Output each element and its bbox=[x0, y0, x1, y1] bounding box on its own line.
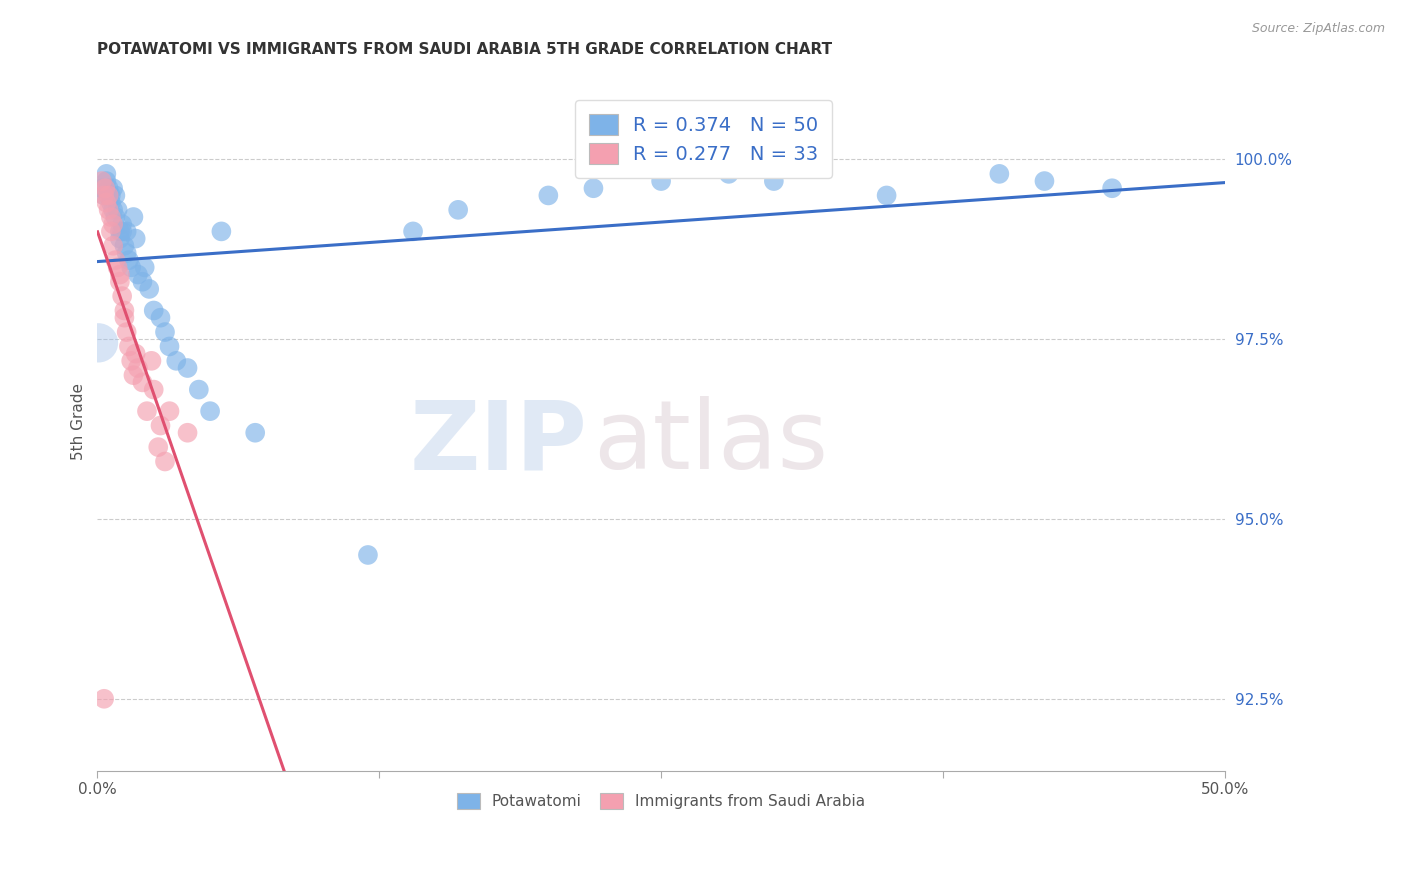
Point bbox=[100, 210, 122, 224]
Point bbox=[127, 361, 149, 376]
Point bbox=[112, 239, 135, 253]
Point bbox=[120, 260, 142, 275]
Point bbox=[650, 174, 672, 188]
Point bbox=[142, 383, 165, 397]
Point bbox=[159, 404, 181, 418]
Point bbox=[93, 188, 115, 202]
Point bbox=[122, 210, 145, 224]
Point bbox=[100, 224, 122, 238]
Point bbox=[115, 325, 138, 339]
Point bbox=[97, 188, 120, 202]
Point bbox=[1101, 181, 1123, 195]
Point bbox=[131, 376, 153, 390]
Point bbox=[107, 202, 129, 217]
Point bbox=[101, 217, 124, 231]
Point bbox=[97, 202, 120, 217]
Point bbox=[153, 325, 176, 339]
Point bbox=[97, 188, 120, 202]
Point bbox=[148, 440, 170, 454]
Point bbox=[149, 310, 172, 325]
Point bbox=[149, 418, 172, 433]
Point bbox=[122, 368, 145, 383]
Point bbox=[96, 195, 118, 210]
Point bbox=[402, 224, 425, 238]
Point bbox=[198, 404, 221, 418]
Y-axis label: 5th Grade: 5th Grade bbox=[72, 384, 86, 460]
Point bbox=[112, 303, 135, 318]
Point bbox=[107, 260, 129, 275]
Point bbox=[142, 303, 165, 318]
Point bbox=[115, 224, 138, 238]
Point bbox=[101, 181, 124, 195]
Point bbox=[159, 339, 181, 353]
Text: Source: ZipAtlas.com: Source: ZipAtlas.com bbox=[1251, 22, 1385, 36]
Point bbox=[131, 275, 153, 289]
Point bbox=[125, 346, 148, 360]
Point bbox=[245, 425, 267, 440]
Text: atlas: atlas bbox=[593, 396, 828, 490]
Point bbox=[104, 210, 127, 224]
Text: POTAWATOMI VS IMMIGRANTS FROM SAUDI ARABIA 5TH GRADE CORRELATION CHART: POTAWATOMI VS IMMIGRANTS FROM SAUDI ARAB… bbox=[97, 42, 832, 57]
Point bbox=[209, 224, 232, 238]
Point bbox=[537, 188, 560, 202]
Point bbox=[108, 224, 131, 238]
Point bbox=[111, 289, 134, 303]
Point bbox=[125, 231, 148, 245]
Point bbox=[93, 691, 115, 706]
Point bbox=[153, 454, 176, 468]
Point bbox=[100, 188, 122, 202]
Point bbox=[97, 181, 120, 195]
Point bbox=[717, 167, 740, 181]
Point bbox=[111, 224, 134, 238]
Point bbox=[187, 383, 209, 397]
Point bbox=[1033, 174, 1056, 188]
Text: ZIP: ZIP bbox=[411, 396, 588, 490]
Point bbox=[357, 548, 380, 562]
Point bbox=[165, 354, 187, 368]
Point bbox=[176, 425, 198, 440]
Point bbox=[118, 253, 141, 268]
Point bbox=[87, 335, 110, 350]
Point bbox=[108, 231, 131, 245]
Point bbox=[127, 268, 149, 282]
Point bbox=[101, 202, 124, 217]
Point bbox=[108, 275, 131, 289]
Point bbox=[120, 354, 142, 368]
Point bbox=[141, 354, 163, 368]
Point bbox=[112, 310, 135, 325]
Point bbox=[93, 188, 115, 202]
Point bbox=[582, 181, 605, 195]
Point bbox=[762, 174, 785, 188]
Point bbox=[134, 260, 156, 275]
Legend: Potawatomi, Immigrants from Saudi Arabia: Potawatomi, Immigrants from Saudi Arabia bbox=[451, 787, 872, 815]
Point bbox=[118, 339, 141, 353]
Point bbox=[988, 167, 1011, 181]
Point bbox=[136, 404, 159, 418]
Point bbox=[138, 282, 160, 296]
Point bbox=[111, 217, 134, 231]
Point bbox=[104, 188, 127, 202]
Point bbox=[115, 246, 138, 260]
Point bbox=[90, 181, 112, 195]
Point bbox=[876, 188, 898, 202]
Point bbox=[96, 167, 118, 181]
Point bbox=[176, 361, 198, 376]
Point bbox=[90, 174, 112, 188]
Point bbox=[100, 195, 122, 210]
Point bbox=[104, 253, 127, 268]
Point bbox=[108, 268, 131, 282]
Point bbox=[101, 239, 124, 253]
Point bbox=[94, 181, 117, 195]
Point bbox=[447, 202, 470, 217]
Point bbox=[96, 174, 118, 188]
